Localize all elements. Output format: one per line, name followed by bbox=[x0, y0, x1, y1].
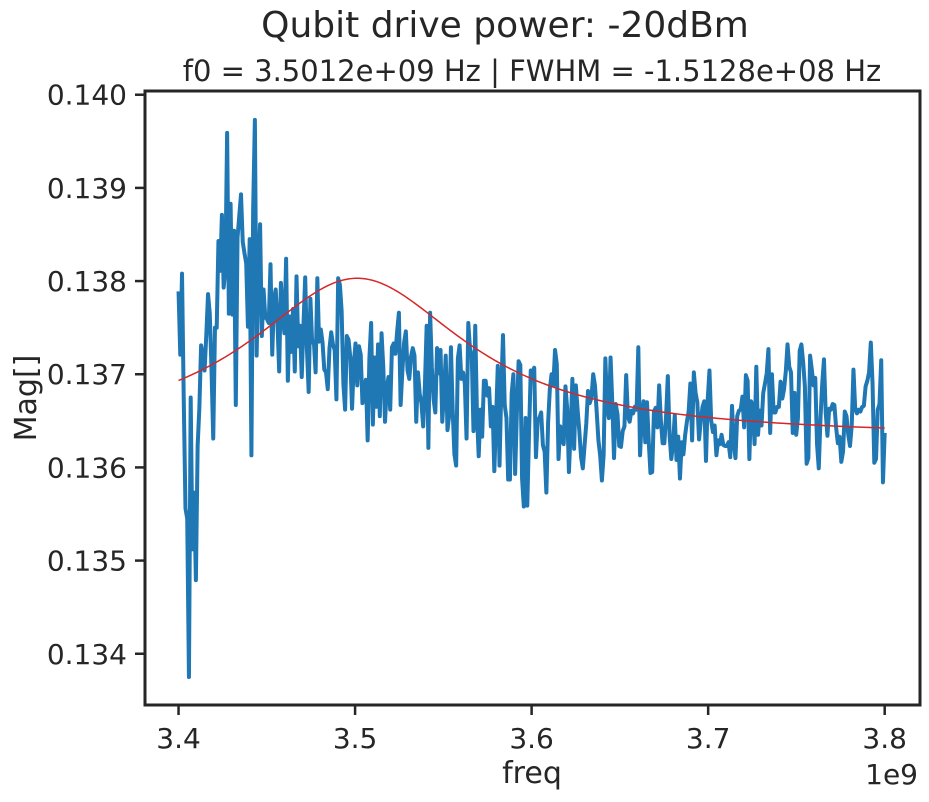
y-tick-label: 0.137 bbox=[47, 358, 127, 391]
y-tick-label: 0.138 bbox=[47, 265, 127, 298]
y-tick-label: 0.134 bbox=[47, 638, 127, 671]
x-axis-ticks: 3.4 3.5 3.6 3.7 3.8 bbox=[156, 705, 907, 755]
chart-title: f0 = 3.5012e+09 Hz | FWHM = -1.5128e+08 … bbox=[183, 54, 882, 88]
x-tick-label: 3.4 bbox=[156, 722, 201, 755]
chart-suptitle: Qubit drive power: -20dBm bbox=[261, 5, 749, 46]
data-series-line bbox=[176, 117, 887, 680]
x-tick-label: 3.8 bbox=[862, 722, 907, 755]
x-tick-label: 3.5 bbox=[333, 722, 378, 755]
x-axis-label: freq bbox=[502, 756, 562, 791]
y-axis-ticks: 0.134 0.135 0.136 0.137 0.138 0.139 0.140 bbox=[47, 79, 145, 671]
plot-area bbox=[143, 89, 922, 707]
x-offset-label: 1e9 bbox=[865, 758, 918, 791]
x-tick-label: 3.7 bbox=[686, 722, 731, 755]
y-axis-label: Mag[] bbox=[9, 355, 44, 442]
fit-curve-line bbox=[178, 277, 885, 429]
series-layer bbox=[176, 117, 887, 680]
y-tick-label: 0.140 bbox=[47, 79, 127, 112]
y-tick-label: 0.139 bbox=[47, 172, 127, 205]
y-tick-label: 0.135 bbox=[47, 545, 127, 578]
x-tick-label: 3.6 bbox=[509, 722, 554, 755]
y-tick-label: 0.136 bbox=[47, 451, 127, 484]
